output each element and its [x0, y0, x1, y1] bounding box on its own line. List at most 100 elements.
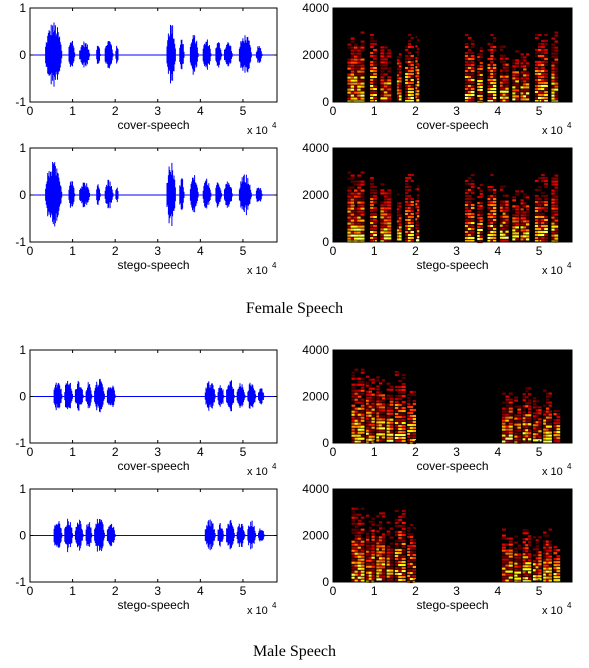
waveform-burst: [166, 24, 176, 84]
x-axis-exponent: 4: [272, 601, 277, 610]
waveform-burst: [204, 519, 216, 551]
waveform-burst: [106, 523, 116, 547]
spectrogram-segment: [376, 512, 386, 581]
spectrogram-segment: [376, 376, 386, 442]
spectrogram-marks: [351, 507, 561, 584]
y-tick-label: 0: [19, 390, 26, 404]
waveform-burst: [236, 383, 246, 408]
waveform-burst: [94, 518, 105, 552]
spectrogram-segment: [477, 46, 483, 104]
spectrogram-segment: [520, 190, 530, 241]
x-tick-label: 1: [371, 445, 378, 459]
spectrogram-segment: [477, 183, 483, 244]
y-tick-label: 2000: [302, 529, 329, 543]
y-tick-label: 4000: [302, 482, 329, 496]
waveform-burst: [226, 380, 235, 412]
waveform-burst: [74, 380, 84, 411]
spectrogram-segment: [415, 36, 420, 102]
waveform-marks: [45, 162, 263, 227]
spectrogram-segment: [405, 173, 414, 243]
x-tick-label: 3: [453, 104, 460, 118]
waveform-burst: [53, 521, 63, 548]
y-tick-label: -1: [15, 235, 26, 249]
male-speech-caption: Male Speech: [252, 643, 337, 660]
spectrogram-segment: [501, 528, 513, 582]
x-axis-multiplier: x 10: [542, 466, 563, 478]
x-axis-label: stego-speech: [416, 258, 488, 272]
y-tick-label: 0: [19, 529, 26, 543]
spectrogram-segment: [534, 33, 548, 103]
x-tick-label: 4: [197, 584, 204, 598]
waveform-burst: [179, 178, 185, 210]
x-tick-label: 2: [112, 244, 119, 258]
waveform-burst: [79, 182, 90, 208]
y-tick-label: 2000: [302, 390, 329, 404]
x-axis-exponent: 4: [272, 261, 277, 270]
waveform-burst: [45, 162, 63, 227]
waveform-burst: [224, 181, 233, 208]
spectrogram-segment: [347, 171, 365, 243]
y-tick-label: 0: [322, 95, 329, 109]
waveform-burst: [247, 520, 257, 550]
y-tick-label: 4000: [302, 343, 329, 357]
x-tick-label: 4: [197, 104, 204, 118]
waveform-burst: [106, 385, 116, 407]
waveform-burst: [238, 174, 252, 216]
x-axis-multiplier: x 10: [542, 605, 563, 617]
spectrogram-segment: [534, 173, 548, 243]
spectrogram-segment: [551, 174, 559, 243]
spectrogram-segment: [380, 46, 392, 103]
spectrogram-segment: [370, 176, 377, 243]
x-tick-label: 4: [494, 104, 501, 118]
x-tick-label: 0: [27, 445, 34, 459]
spectrogram-segment: [522, 387, 532, 444]
x-tick-label: 4: [197, 244, 204, 258]
y-tick-label: 2000: [302, 48, 329, 62]
x-axis-exponent: 4: [567, 462, 572, 471]
x-axis-multiplier: x 10: [247, 125, 268, 137]
waveform-burst: [96, 184, 101, 205]
waveform-burst: [74, 519, 84, 551]
waveform-burst: [217, 523, 225, 547]
waveform-burst: [179, 39, 185, 70]
x-axis-multiplier: x 10: [247, 466, 268, 478]
x-tick-label: 0: [27, 104, 34, 118]
x-tick-label: 1: [371, 244, 378, 258]
x-tick-label: 0: [27, 244, 34, 258]
x-tick-label: 5: [240, 445, 247, 459]
y-tick-label: 0: [19, 48, 26, 62]
x-tick-label: 0: [330, 104, 337, 118]
x-tick-label: 3: [453, 445, 460, 459]
x-tick-label: 4: [494, 584, 501, 598]
female-cover-spectrogram: 0 1 2 3 4 5 0 2000 4000 cover-speech x 10 4: [302, 1, 573, 137]
spectrogram-segment: [351, 507, 365, 582]
spectrogram-segment: [487, 173, 497, 243]
waveform-burst: [166, 162, 176, 226]
x-tick-label: 3: [154, 584, 161, 598]
female-stego-spectrogram: 0 1 2 3 4 5 0 2000 4000 stego-speech x 10 4: [302, 141, 573, 277]
spectrogram-segment: [553, 410, 561, 443]
x-axis-multiplier: x 10: [542, 265, 563, 277]
y-tick-label: -1: [15, 575, 26, 589]
waveform-burst: [247, 382, 257, 409]
spectrogram-segment: [415, 185, 420, 242]
spectrogram-marks: [347, 31, 559, 104]
y-tick-label: 0: [322, 436, 329, 450]
waveform-burst: [224, 42, 233, 67]
female-speech-caption: Female Speech: [245, 300, 344, 317]
waveform-burst: [115, 187, 119, 203]
y-tick-label: 0: [19, 188, 26, 202]
spectrogram-segment: [532, 536, 542, 581]
waveform-burst: [94, 378, 105, 413]
x-tick-label: 5: [536, 584, 543, 598]
waveform-burst: [45, 22, 63, 87]
spectrogram-segment: [512, 50, 519, 101]
x-tick-label: 3: [154, 244, 161, 258]
spectrogram-segment: [380, 183, 392, 243]
spectrogram-segment: [514, 535, 522, 583]
y-tick-label: -1: [15, 436, 26, 450]
y-tick-label: 0: [322, 575, 329, 589]
x-tick-label: 3: [453, 244, 460, 258]
